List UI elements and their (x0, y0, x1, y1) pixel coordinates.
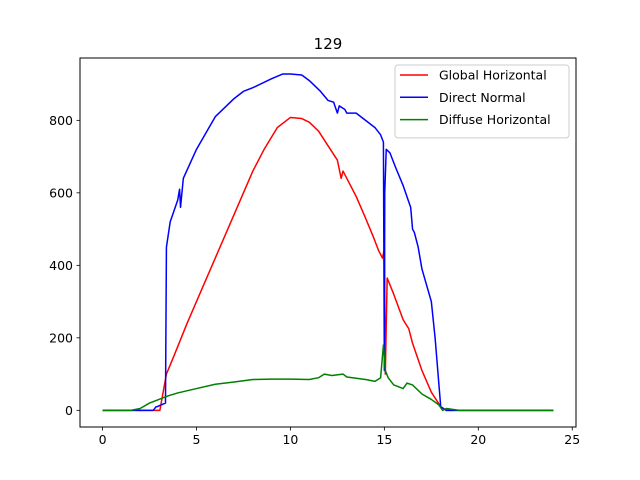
y-tick-label: 200 (49, 330, 73, 345)
series-line-2 (102, 344, 554, 412)
x-tick-label: 20 (470, 432, 486, 447)
y-tick-label: 800 (49, 113, 73, 128)
x-tick-label: 0 (99, 432, 107, 447)
legend-box (394, 64, 570, 139)
series-layer (102, 73, 554, 412)
y-axis: 0 200 400 600 800 (49, 113, 80, 418)
x-tick-label: 5 (193, 432, 201, 447)
series-line-0 (102, 116, 554, 412)
chart-title: 129 (314, 35, 343, 53)
legend: Global Horizontal Direct Normal Diffuse Ho… (394, 64, 570, 139)
legend-label: Diffuse Horizontal (439, 112, 551, 127)
series-line-1 (102, 73, 554, 412)
plot-frame (79, 57, 577, 428)
y-tick-label: 0 (65, 403, 73, 418)
legend-label: Global Horizontal (439, 68, 547, 83)
x-tick-label: 10 (282, 432, 298, 447)
y-tick-label: 600 (49, 185, 73, 200)
y-tick-label: 400 (49, 258, 73, 273)
x-tick-label: 15 (376, 432, 392, 447)
legend-label: Direct Normal (439, 90, 526, 105)
x-tick-label: 25 (564, 432, 580, 447)
x-axis: 0 5 10 15 20 25 (99, 427, 580, 447)
